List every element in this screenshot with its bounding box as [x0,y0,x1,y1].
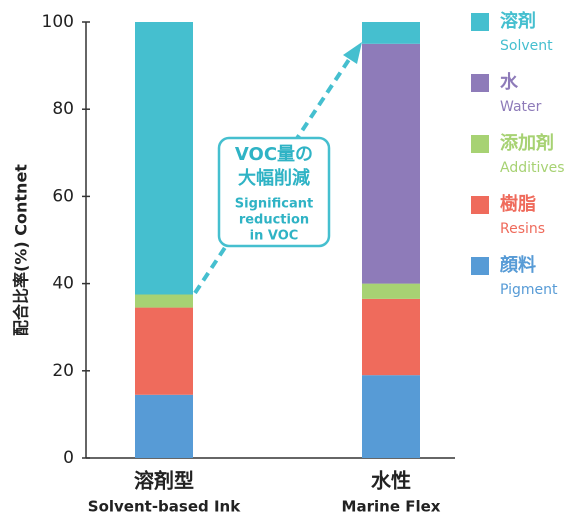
legend-swatch [471,13,489,31]
legend-label: 添加剤 [500,132,554,154]
y-tick-label: 40 [52,274,74,294]
y-tick-label: 100 [42,12,74,32]
bar-segment [362,22,420,44]
bar-segment [362,283,420,299]
legend-label-en: Resins [500,221,545,237]
x-tick-label-en: Marine Flex [342,498,441,516]
annotation-text: reduction [239,213,309,228]
x-tick-label-en: Solvent-based Ink [88,498,241,516]
annotation-title: 大幅削減 [238,167,310,189]
y-tick-label: 0 [63,448,74,468]
legend-label-en: Pigment [500,282,558,298]
y-tick-label: 60 [52,186,74,206]
bar-segment [362,298,420,376]
bar-segment [362,375,420,458]
legend-swatch [471,135,489,153]
arrow-head [343,42,362,64]
legend-swatch [471,196,489,214]
legend-label: 溶剤 [500,10,536,32]
legend-label-en: Additives [500,160,565,176]
annotation-title: VOC量の [235,143,313,165]
legend-label: 顔料 [499,254,536,276]
annotation-box [217,136,331,248]
legend-label-en: Water [500,99,542,115]
bar-segment [362,43,420,284]
annotation-text: in VOC [250,229,299,244]
bar-segment [135,394,193,458]
bar-segment [135,294,193,308]
legend-label: 樹脂 [500,193,536,215]
bar-segment [135,307,193,395]
bar-segment [135,22,193,295]
y-tick-label: 20 [52,361,74,381]
x-tick-label: 水性 [371,469,411,493]
legend-label: 水 [500,71,519,93]
legend-label-en: Solvent [500,38,553,54]
y-tick-label: 80 [52,99,74,119]
legend-swatch [471,74,489,92]
y-axis-label: 配合比率(%) Contnet [12,164,31,336]
x-tick-label: 溶剤型 [134,469,194,493]
legend-swatch [471,257,489,275]
annotation-text: Significant [235,197,313,212]
